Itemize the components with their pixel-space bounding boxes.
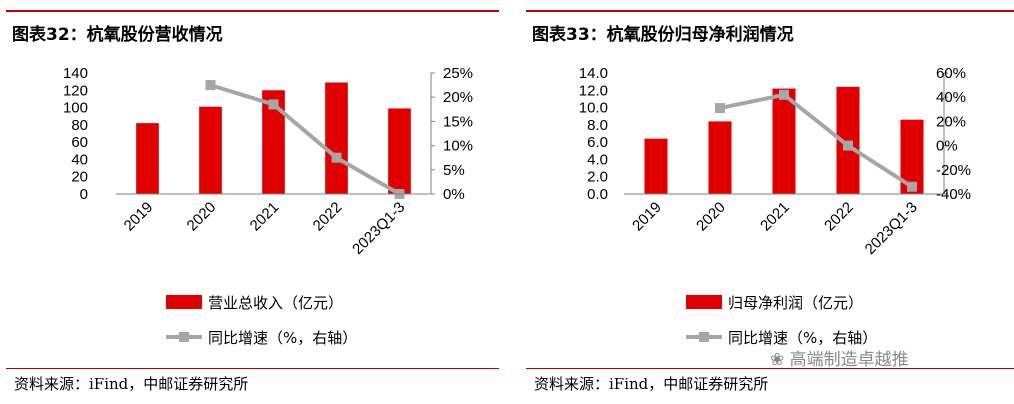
watermark-text: 高端制造卓越推 — [789, 350, 909, 370]
y-left-tick-label: 12.0 — [579, 82, 608, 99]
growth-point — [331, 152, 342, 163]
bar — [644, 138, 668, 194]
bar — [900, 119, 924, 194]
revenue-chart-panel: 图表32：杭氧股份营收情况 0 20 40 60 80 100 120 140 0% 5% 10% 1… — [0, 0, 499, 404]
y-left-tick-label: 10.0 — [579, 100, 608, 117]
x-tick-label: 2023Q1-3 — [862, 199, 921, 258]
y-left-tick-label: 20 — [71, 169, 88, 186]
y-right-tick-label: 25% — [443, 65, 473, 82]
growth-point — [907, 181, 917, 192]
y-right-tick-label: 0% — [443, 186, 465, 203]
y-left-tick-label: 4.0 — [587, 151, 608, 168]
bar — [772, 88, 796, 194]
x-tick-label: 2021 — [247, 199, 283, 235]
bar — [325, 82, 348, 194]
bar — [836, 86, 860, 194]
bar — [708, 121, 732, 194]
title-rule — [6, 10, 499, 12]
chart-title: 图表32：杭氧股份营收情况 — [12, 25, 223, 45]
y-left-tick-label: 6.0 — [587, 134, 608, 151]
title-rule — [526, 10, 1014, 12]
y-right-tick-label: -40% — [936, 186, 971, 203]
y-left-tick-label: 2.0 — [587, 169, 608, 186]
y-left-tick-label: 100 — [63, 100, 88, 117]
y-right-tick-label: 10% — [443, 138, 473, 155]
y-left-tick-label: 0.0 — [587, 186, 608, 203]
source-note: 资料来源：iFind，中邮证券研究所 — [534, 375, 769, 393]
bar — [136, 123, 159, 194]
growth-point — [268, 99, 279, 110]
y-left-tick-label: 80 — [71, 117, 88, 134]
x-tick-label: 2022 — [821, 199, 857, 235]
y-left-tick-label: 120 — [63, 82, 88, 99]
growth-point — [715, 103, 725, 114]
y-right-tick-label: 5% — [443, 162, 465, 179]
x-tick-label: 2021 — [757, 199, 793, 235]
growth-point — [205, 80, 216, 91]
legend-bar-swatch — [686, 295, 722, 309]
y-right-tick-label: 20% — [936, 113, 966, 130]
x-tick-label: 2023Q1-3 — [349, 199, 408, 258]
y-right-tick-label: 40% — [936, 89, 966, 106]
source-rule — [6, 368, 499, 369]
growth-line — [719, 92, 914, 189]
net-profit-chart-panel: 图表33：杭氧股份归母净利润情况 0.0 2.0 4.0 6.0 8.0 10.0 12.0… — [520, 0, 1014, 404]
y-right-tick-label: -20% — [936, 162, 971, 179]
legend-line-label: 同比增速（%，右轴） — [728, 329, 877, 347]
y-right-tick-label: 15% — [443, 113, 473, 130]
y-right-tick-label: 20% — [443, 89, 473, 106]
y-right-tick-label: 60% — [936, 65, 966, 82]
x-tick-label: 2019 — [629, 199, 665, 235]
x-tick-label: 2022 — [310, 199, 346, 235]
y-left-tick-label: 14.0 — [579, 65, 608, 82]
x-tick-label: 2020 — [693, 199, 729, 235]
net-profit-chart: 0.02.04.06.08.010.012.014.0 -40% -20% 0% 20%… — [579, 65, 971, 347]
bar — [388, 108, 411, 194]
y-right-tick-label: 0% — [936, 138, 958, 155]
legend-bar-swatch — [166, 295, 202, 309]
wechat-icon: ❀ — [770, 350, 785, 370]
y-left-tick-label: 140 — [63, 65, 88, 82]
legend-bar-label: 营业总收入（亿元） — [208, 294, 343, 312]
y-left-tick-label: 60 — [71, 134, 88, 151]
bar — [262, 90, 285, 194]
growth-line — [209, 83, 401, 196]
source-rule — [526, 368, 1014, 369]
watermark: ❀ 高端制造卓越推 — [770, 345, 909, 370]
legend-bar-label: 归母净利润（亿元） — [728, 294, 863, 312]
growth-point — [779, 89, 789, 100]
bar — [199, 106, 222, 194]
legend-line-marker — [179, 332, 189, 342]
y-left-tick-label: 8.0 — [587, 117, 608, 134]
chart-title: 图表33：杭氧股份归母净利润情况 — [532, 25, 794, 45]
y-left-tick-label: 0 — [80, 186, 88, 203]
legend-line-label: 同比增速（%，右轴） — [208, 329, 357, 347]
source-note: 资料来源：iFind，中邮证券研究所 — [14, 375, 249, 393]
y-left-tick-label: 40 — [71, 151, 88, 168]
x-tick-label: 2020 — [184, 199, 220, 235]
x-tick-label: 2019 — [121, 199, 157, 235]
legend-line-marker — [699, 332, 709, 342]
growth-point — [843, 140, 853, 151]
